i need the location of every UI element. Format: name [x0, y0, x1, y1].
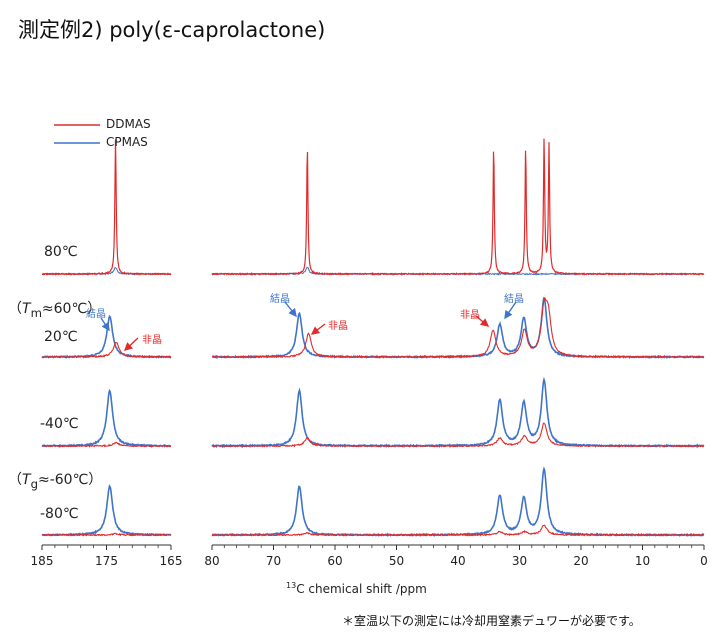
annot-crystal-carbonyl: 結晶	[86, 309, 106, 320]
x-tick-label-aliphatic-2: 60	[327, 554, 342, 568]
spectral-traces	[41, 138, 705, 538]
temp-label-20: 20℃	[44, 329, 78, 345]
annotation-arrow-1	[123, 337, 139, 351]
temp-label-80: 80℃	[44, 244, 78, 260]
trace-cpmas-row1-aliphatic	[212, 296, 705, 360]
annotation-arrow-2	[284, 301, 297, 318]
trace-ddmas-row0-carbonyl	[41, 139, 172, 276]
tm-note: （Tm≈60℃）	[8, 298, 101, 320]
x-tick-label-carbonyl-2: 165	[160, 554, 183, 568]
trace-ddmas-row2-carbonyl	[41, 441, 172, 448]
footnote: ＊室温以下の測定には冷却用窒素デュワーが必要です。	[342, 614, 641, 628]
tg-note-prefix: （	[8, 472, 22, 488]
x-tick-label-aliphatic-0: 80	[204, 554, 219, 568]
x-tick-label-aliphatic-8: 0	[700, 554, 708, 568]
page-title: 測定例2) poly(ε-caprolactone)	[18, 18, 326, 42]
tm-note-var: T	[22, 301, 31, 317]
tg-note-sub: g	[30, 476, 38, 491]
trace-ddmas-row3-aliphatic	[211, 524, 705, 537]
x-tick-label-aliphatic-1: 70	[266, 554, 281, 568]
x-axis-title: 13C chemical shift /ppm	[286, 581, 427, 596]
annotation-arrow-0	[100, 317, 110, 332]
x-tick-label-aliphatic-6: 20	[573, 554, 588, 568]
trace-ddmas-row0-aliphatic	[211, 138, 705, 276]
annot-amorphous-och2: 非晶	[328, 321, 348, 332]
legend-label-cpmas: CPMAS	[106, 135, 148, 149]
annotation-arrow-3	[310, 323, 326, 335]
annotation-arrows	[100, 301, 517, 351]
trace-ddmas-row1-carbonyl	[41, 341, 172, 359]
x-tick-label-carbonyl-1: 175	[95, 554, 118, 568]
annotation-arrow-5	[504, 301, 517, 320]
x-tick-label-aliphatic-4: 40	[450, 554, 465, 568]
trace-cpmas-row3-aliphatic	[211, 466, 705, 538]
trace-ddmas-row2-aliphatic	[211, 422, 705, 448]
x-tick-label-aliphatic-7: 10	[635, 554, 650, 568]
trace-ddmas-row3-carbonyl	[41, 532, 172, 537]
x-tick-label-aliphatic-3: 50	[389, 554, 404, 568]
annot-amorphous-carbonyl: 非晶	[142, 335, 162, 346]
legend-label-ddmas: DDMAS	[106, 117, 151, 131]
annot-crystal-och2: 結晶	[270, 294, 290, 305]
tm-note-prefix: （	[8, 301, 22, 317]
x-tick-label-aliphatic-5: 30	[512, 554, 527, 568]
chart-legend	[54, 124, 100, 144]
tg-note: （Tg≈-60℃）	[8, 469, 102, 491]
x-axis-title-text: C chemical shift /ppm	[296, 582, 427, 596]
tm-note-sub: m	[30, 305, 42, 320]
annot-amorphous-ch2: 非晶	[460, 310, 480, 321]
tg-note-suffix: ≈-60℃）	[37, 472, 103, 488]
temp-label-m80: -80℃	[40, 506, 79, 522]
tm-note-suffix: ≈60℃）	[41, 301, 102, 317]
x-tick-label-carbonyl-0: 185	[31, 554, 54, 568]
trace-cpmas-row2-aliphatic	[211, 376, 705, 449]
tg-note-var: T	[22, 472, 31, 488]
trace-ddmas-row1-aliphatic	[211, 297, 705, 359]
annot-crystal-ch2: 結晶	[504, 294, 524, 305]
annotation-arrow-4	[475, 315, 490, 327]
x-axes: 185 175 165 80 70 60 50 40 30 20 10 0	[31, 544, 708, 568]
temp-label-m40: -40℃	[40, 416, 79, 432]
x-axis-title-sup: 13	[286, 581, 297, 590]
